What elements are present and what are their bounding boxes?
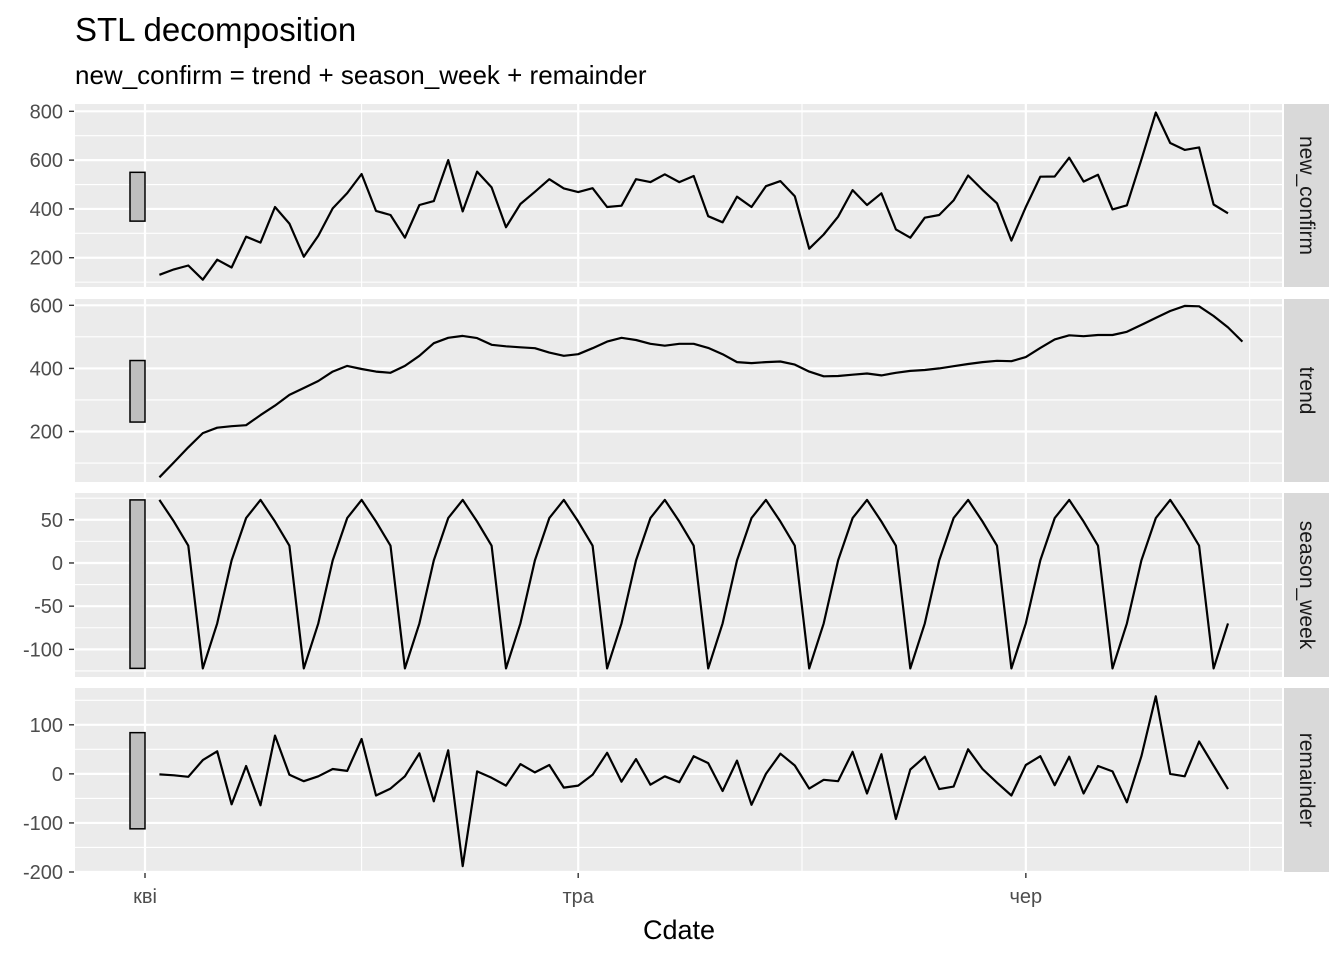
series-line-new_confirm (159, 111, 1229, 281)
facet-strip (1284, 493, 1329, 677)
series-line-trend (158, 304, 1244, 479)
scale-bar (129, 171, 146, 222)
y-tick-label: 200 (30, 422, 63, 444)
y-tick-label: -50 (34, 596, 63, 618)
scale-bar (129, 499, 146, 670)
y-tick-label: -100 (23, 639, 63, 661)
scale-bar (129, 731, 146, 830)
y-tick-label: 600 (30, 295, 63, 317)
facet-strip (1284, 104, 1329, 287)
y-tick-label: 0 (52, 764, 63, 786)
panel-background (75, 104, 1282, 287)
x-axis-label: Cdate (643, 915, 715, 945)
panel-background (75, 299, 1282, 482)
facet-panel-remainder: 100 0 -100 -200 remainder (23, 688, 1329, 884)
x-tick-label: чер (1010, 886, 1043, 908)
y-tick-label: 400 (30, 358, 63, 380)
facet-strip-label: remainder (1295, 733, 1318, 828)
y-tick-label: -200 (23, 862, 63, 884)
facet-panels: 200 400 600 800 new_confirm 200 400 600 trend 50 0… (23, 101, 1329, 884)
facet-strip-label: trend (1295, 367, 1318, 415)
y-tick-label: 100 (30, 715, 63, 737)
facet-strip (1284, 299, 1329, 482)
y-tick-label: 800 (30, 101, 63, 123)
series-line-remainder (159, 695, 1229, 868)
x-tick-label: кві (133, 886, 157, 908)
facet-panel-season_week: 50 0 -50 -100 season_week (23, 493, 1329, 677)
facet-panel-trend: 200 400 600 trend (30, 295, 1329, 482)
y-tick-label: 600 (30, 150, 63, 172)
x-tick-label: тра (562, 886, 594, 908)
y-tick-label: 0 (52, 553, 63, 575)
y-tick-label: 400 (30, 199, 63, 221)
facet-strip-label: season_week (1295, 521, 1318, 650)
facet-strip (1284, 688, 1329, 872)
series-line-season_week (158, 498, 1230, 670)
chart-subtitle: new_confirm = trend + season_week + rema… (75, 60, 647, 90)
x-axis: кві тра чер (133, 873, 1042, 908)
panel-background (75, 688, 1282, 872)
y-tick-label: -100 (23, 813, 63, 835)
facet-strip-label: new_confirm (1295, 136, 1318, 255)
chart-title: STL decomposition (75, 11, 356, 48)
facet-panel-new_confirm: 200 400 600 800 new_confirm (30, 101, 1329, 287)
y-tick-label: 50 (41, 510, 63, 532)
scale-bar (129, 359, 146, 423)
y-tick-label: 200 (30, 248, 63, 270)
